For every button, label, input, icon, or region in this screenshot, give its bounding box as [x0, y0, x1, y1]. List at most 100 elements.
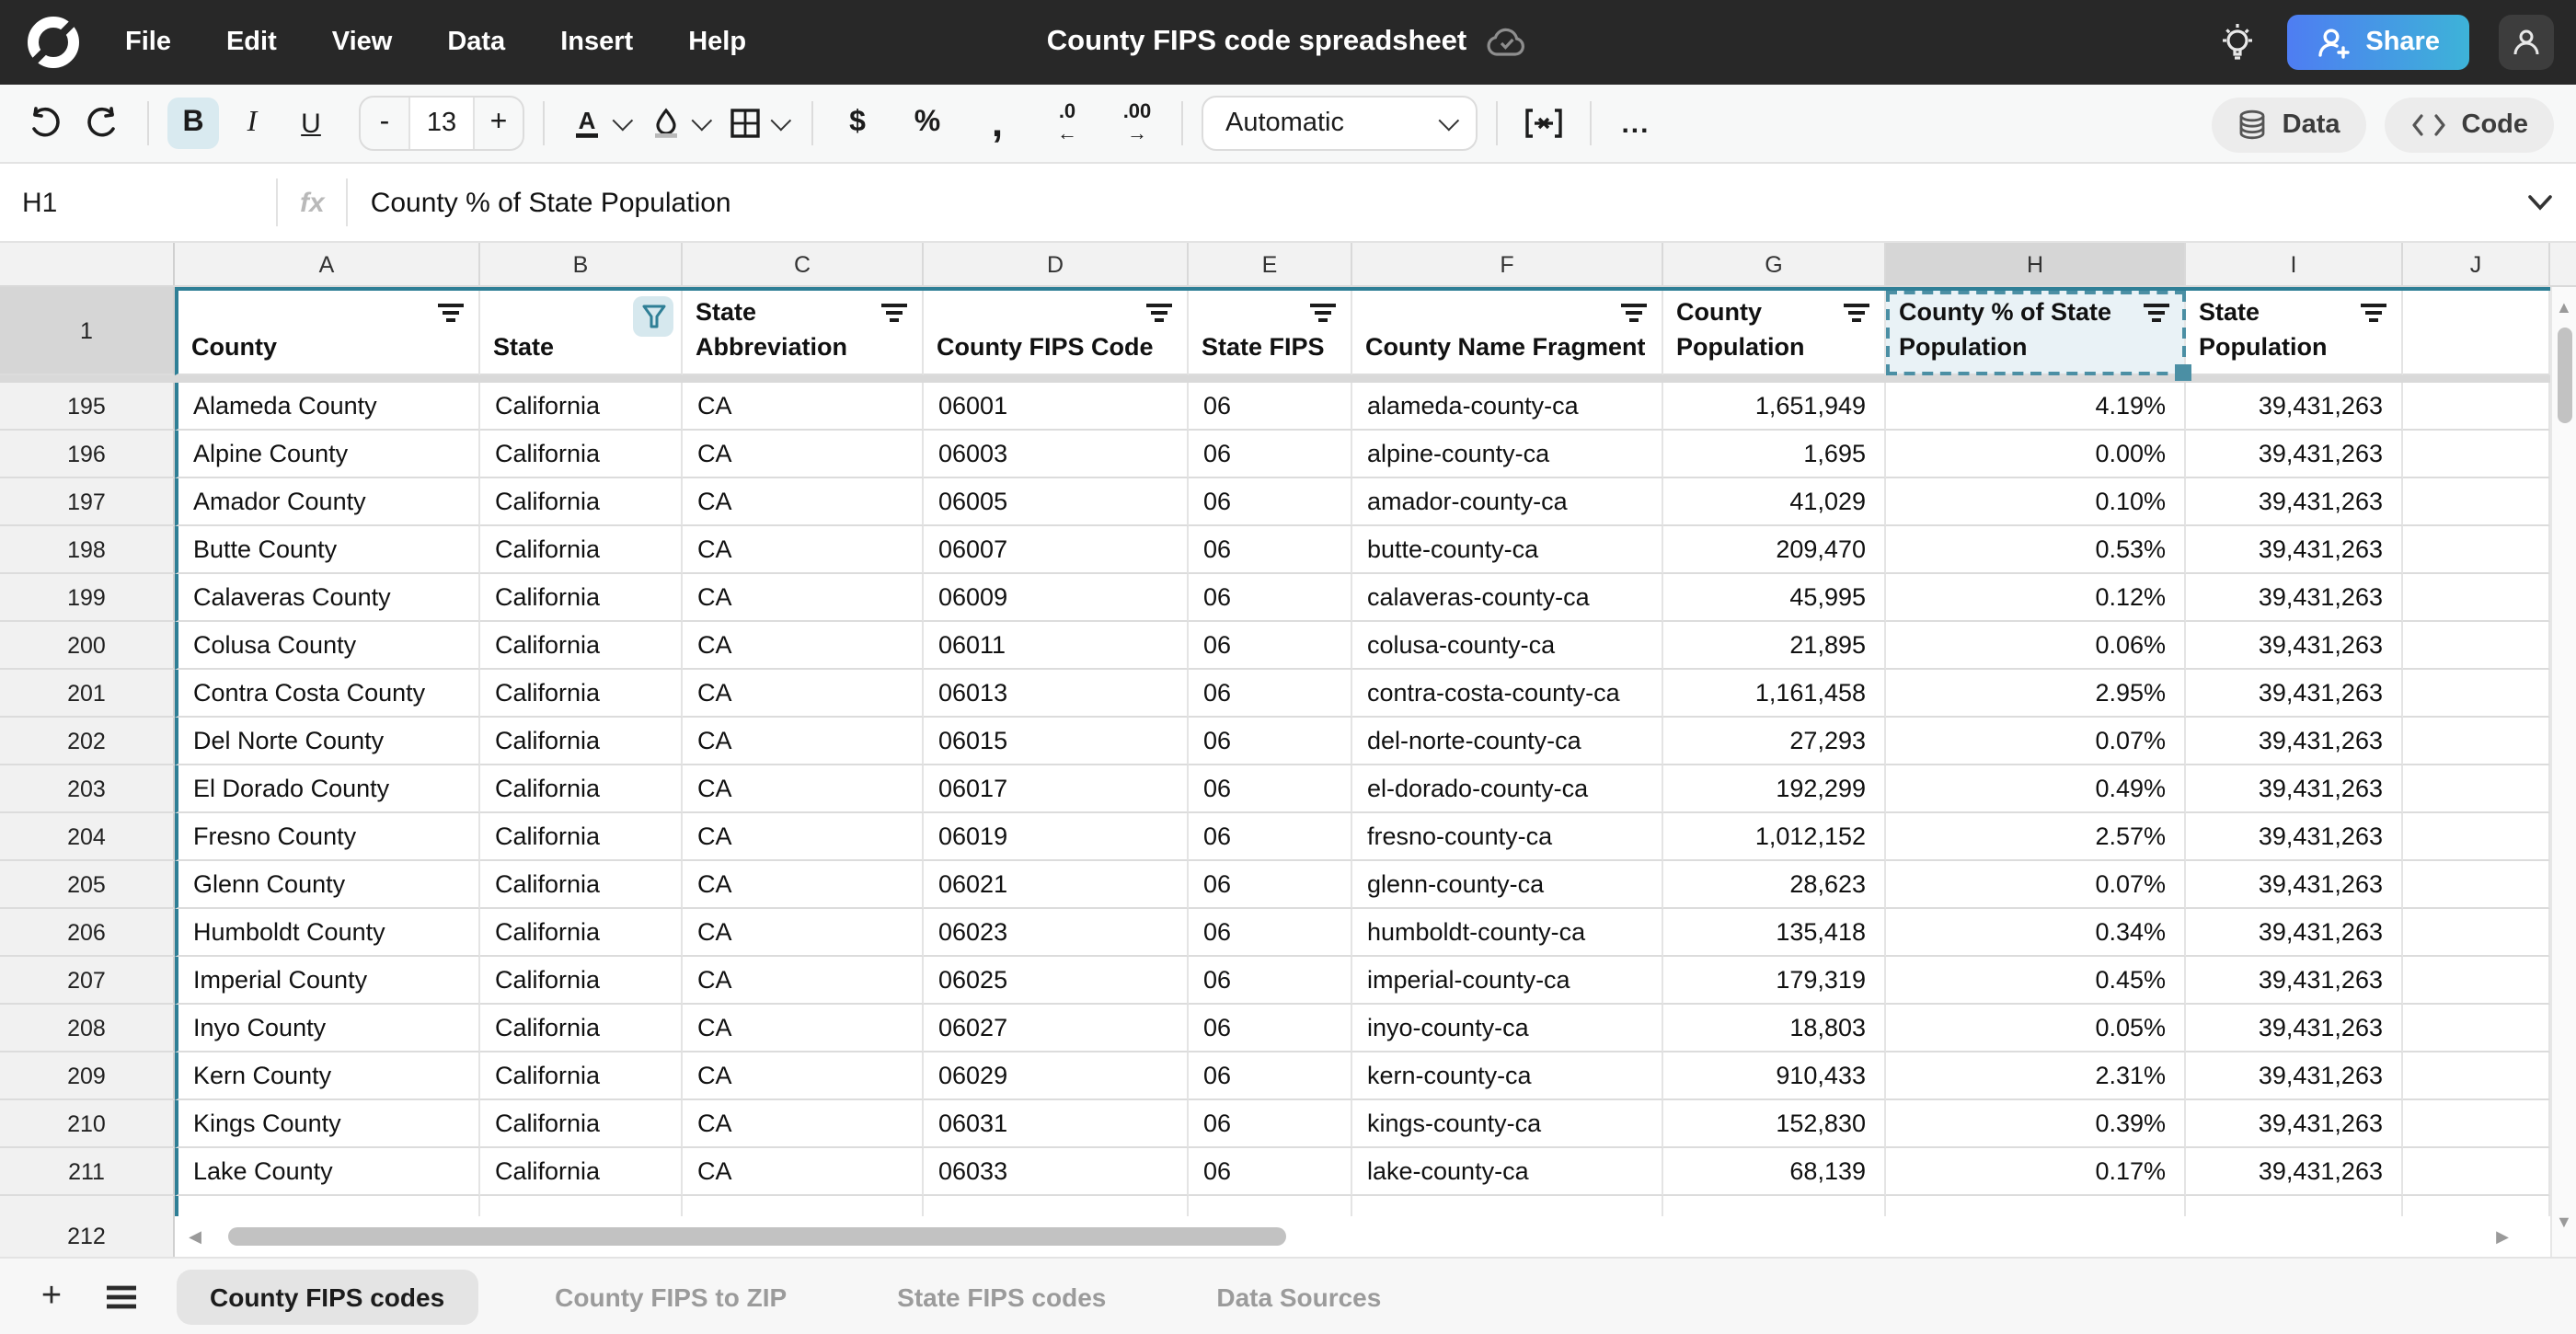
cell-B197[interactable]: California [480, 478, 683, 526]
cell-E195[interactable]: 06 [1189, 383, 1352, 431]
cell-D197[interactable]: 06005 [924, 478, 1189, 526]
cell-A196[interactable]: Alpine County [175, 431, 480, 478]
cell-E207[interactable]: 06 [1189, 957, 1352, 1005]
filter-lines-icon[interactable] [1144, 302, 1174, 326]
cell-B209[interactable]: California [480, 1052, 683, 1100]
cell-C202[interactable]: CA [683, 718, 924, 765]
cell-B205[interactable]: California [480, 861, 683, 909]
cell-J204[interactable] [2403, 813, 2550, 861]
cell-empty[interactable] [2403, 1196, 2550, 1216]
cell-empty[interactable] [683, 1196, 924, 1216]
menu-file[interactable]: File [125, 28, 171, 57]
cell-empty[interactable] [1663, 1196, 1886, 1216]
cell-E201[interactable]: 06 [1189, 670, 1352, 718]
currency-format-button[interactable]: $ [849, 107, 866, 138]
header-cell-D[interactable]: County FIPS Code [924, 291, 1189, 375]
bold-button[interactable]: B [167, 98, 219, 149]
header-cell-B[interactable]: State [480, 291, 683, 375]
cell-I198[interactable]: 39,431,263 [2186, 526, 2403, 574]
cell-I200[interactable]: 39,431,263 [2186, 622, 2403, 670]
font-size-value[interactable]: 13 [408, 98, 475, 149]
cell-H209[interactable]: 2.31% [1886, 1052, 2186, 1100]
cell-H202[interactable]: 0.07% [1886, 718, 2186, 765]
code-panel-button[interactable]: Code [2384, 97, 2554, 152]
cell-B203[interactable]: California [480, 765, 683, 813]
cell-C197[interactable]: CA [683, 478, 924, 526]
row-number-211[interactable]: 211 [0, 1148, 175, 1196]
cell-C198[interactable]: CA [683, 526, 924, 574]
cell-A200[interactable]: Colusa County [175, 622, 480, 670]
cell-H203[interactable]: 0.49% [1886, 765, 2186, 813]
italic-button[interactable]: I [247, 107, 258, 138]
cell-A204[interactable]: Fresno County [175, 813, 480, 861]
cell-I211[interactable]: 39,431,263 [2186, 1148, 2403, 1196]
cell-I209[interactable]: 39,431,263 [2186, 1052, 2403, 1100]
row-number-204[interactable]: 204 [0, 813, 175, 861]
cell-E199[interactable]: 06 [1189, 574, 1352, 622]
cell-I204[interactable]: 39,431,263 [2186, 813, 2403, 861]
cell-B199[interactable]: California [480, 574, 683, 622]
font-size-decrease-button[interactable]: - [379, 107, 390, 138]
more-options-button[interactable]: ... [1621, 108, 1650, 139]
cell-D208[interactable]: 06027 [924, 1005, 1189, 1052]
cell-F195[interactable]: alameda-county-ca [1352, 383, 1663, 431]
scroll-down-icon[interactable]: ▼ [2556, 1213, 2572, 1231]
cell-D195[interactable]: 06001 [924, 383, 1189, 431]
column-letter-G[interactable]: G [1663, 243, 1886, 285]
cell-F199[interactable]: calaveras-county-ca [1352, 574, 1663, 622]
cell-J200[interactable] [2403, 622, 2550, 670]
row-number-198[interactable]: 198 [0, 526, 175, 574]
cell-empty[interactable] [1886, 1196, 2186, 1216]
row-number-201[interactable]: 201 [0, 670, 175, 718]
cell-C201[interactable]: CA [683, 670, 924, 718]
cell-I207[interactable]: 39,431,263 [2186, 957, 2403, 1005]
cell-H211[interactable]: 0.17% [1886, 1148, 2186, 1196]
cell-F204[interactable]: fresno-county-ca [1352, 813, 1663, 861]
row-number-199[interactable]: 199 [0, 574, 175, 622]
header-cell-A[interactable]: County [175, 291, 480, 375]
cell-A207[interactable]: Imperial County [175, 957, 480, 1005]
cell-F197[interactable]: amador-county-ca [1352, 478, 1663, 526]
cell-C204[interactable]: CA [683, 813, 924, 861]
row-number-1[interactable]: 1 [0, 287, 175, 375]
cell-I203[interactable]: 39,431,263 [2186, 765, 2403, 813]
cell-empty[interactable] [1189, 1196, 1352, 1216]
percent-format-button[interactable]: % [914, 107, 941, 138]
cell-E211[interactable]: 06 [1189, 1148, 1352, 1196]
filter-lines-icon[interactable] [1308, 302, 1338, 326]
increase-decimal-button[interactable]: .00 → [1122, 100, 1152, 144]
cell-I208[interactable]: 39,431,263 [2186, 1005, 2403, 1052]
cell-B204[interactable]: California [480, 813, 683, 861]
cell-G203[interactable]: 192,299 [1663, 765, 1886, 813]
cell-A198[interactable]: Butte County [175, 526, 480, 574]
row-number-208[interactable]: 208 [0, 1005, 175, 1052]
cell-E203[interactable]: 06 [1189, 765, 1352, 813]
cell-A202[interactable]: Del Norte County [175, 718, 480, 765]
cell-D207[interactable]: 06025 [924, 957, 1189, 1005]
menu-insert[interactable]: Insert [560, 28, 634, 57]
cell-G210[interactable]: 152,830 [1663, 1100, 1886, 1148]
cell-C208[interactable]: CA [683, 1005, 924, 1052]
vertical-scrollbar[interactable]: ▲ ▼ [2550, 287, 2576, 1257]
cell-B200[interactable]: California [480, 622, 683, 670]
cell-C203[interactable]: CA [683, 765, 924, 813]
cell-H196[interactable]: 0.00% [1886, 431, 2186, 478]
horizontal-scroll-track[interactable] [206, 1225, 2491, 1248]
row-number-202[interactable]: 202 [0, 718, 175, 765]
cell-I199[interactable]: 39,431,263 [2186, 574, 2403, 622]
cell-E200[interactable]: 06 [1189, 622, 1352, 670]
cell-C205[interactable]: CA [683, 861, 924, 909]
cell-empty[interactable] [480, 1196, 683, 1216]
number-format-select[interactable]: Automatic [1202, 96, 1478, 151]
cell-B201[interactable]: California [480, 670, 683, 718]
cell-H197[interactable]: 0.10% [1886, 478, 2186, 526]
cell-A205[interactable]: Glenn County [175, 861, 480, 909]
underline-button[interactable]: U [301, 108, 321, 139]
cell-A206[interactable]: Humboldt County [175, 909, 480, 957]
cell-A195[interactable]: Alameda County [175, 383, 480, 431]
cell-G205[interactable]: 28,623 [1663, 861, 1886, 909]
cell-H200[interactable]: 0.06% [1886, 622, 2186, 670]
formula-bar-expand-icon[interactable] [2526, 193, 2554, 212]
cell-D202[interactable]: 06015 [924, 718, 1189, 765]
cell-empty[interactable] [2186, 1196, 2403, 1216]
